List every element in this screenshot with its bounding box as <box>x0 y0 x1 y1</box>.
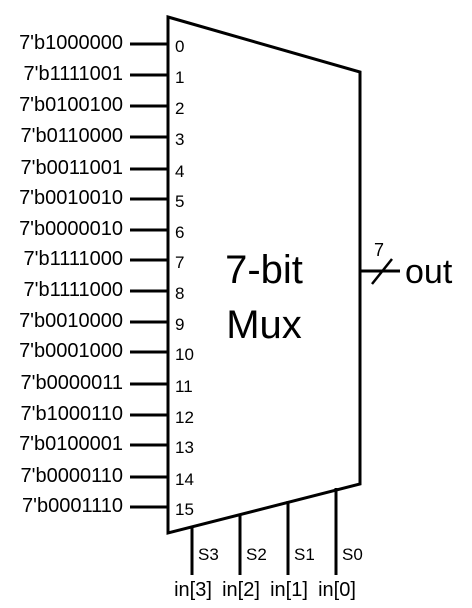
input-value-label: 7'b1111000 <box>24 279 123 301</box>
input-value-label: 7'b0000010 <box>19 218 123 240</box>
bus-width-slash <box>371 258 393 285</box>
input-pin-number: 0 <box>175 37 184 56</box>
select-lines: S3 in[3] S2 in[2] S1 in[1] S0 in[0] <box>174 488 363 601</box>
input-pin-number: 10 <box>175 345 194 364</box>
input-rows: 7'b1000000 0 7'b1111001 1 7'b0100100 2 7'b0110… <box>19 32 194 519</box>
select-pin-label: S1 <box>294 545 315 564</box>
input-pin-number: 13 <box>175 438 194 457</box>
input-row: 7'b0100001 13 <box>19 433 194 457</box>
input-value-label: 7'b0100001 <box>19 433 123 455</box>
select-line: S2 in[2] <box>222 514 267 601</box>
input-row: 7'b1111000 8 <box>24 279 185 303</box>
select-line: S0 in[0] <box>318 488 363 601</box>
select-signal-label: in[0] <box>318 579 356 601</box>
input-pin-number: 11 <box>175 377 193 396</box>
input-row: 7'b0010000 9 <box>19 310 184 334</box>
mux-title-line1: 7-bit <box>225 248 303 292</box>
input-pin-number: 8 <box>175 284 184 303</box>
input-row: 7'b1111000 7 <box>24 248 185 272</box>
input-value-label: 7'b1000000 <box>19 32 123 54</box>
input-value-label: 7'b0100100 <box>19 94 123 116</box>
select-pin-label: S3 <box>198 545 219 564</box>
bus-width-label: 7 <box>374 240 384 260</box>
input-row: 7'b1111001 1 <box>24 63 185 87</box>
input-value-label: 7'b0000011 <box>21 372 123 394</box>
input-row: 7'b0011001 4 <box>21 157 185 181</box>
input-row: 7'b0010010 5 <box>19 187 184 211</box>
input-value-label: 7'b0010010 <box>19 187 123 209</box>
input-pin-number: 2 <box>175 99 184 118</box>
input-row: 7'b0110000 3 <box>21 125 185 149</box>
input-pin-number: 1 <box>175 68 184 87</box>
input-pin-number: 7 <box>175 253 184 272</box>
select-pin-label: S2 <box>246 545 267 564</box>
input-row: 7'b0000010 6 <box>19 218 184 242</box>
output-label: out <box>405 253 453 291</box>
input-row: 7'b0000110 14 <box>21 465 194 489</box>
input-pin-number: 12 <box>175 408 194 427</box>
input-value-label: 7'b0011001 <box>21 157 123 179</box>
select-signal-label: in[3] <box>174 579 212 601</box>
select-line: S1 in[1] <box>270 501 315 601</box>
input-pin-number: 9 <box>175 315 184 334</box>
input-value-label: 7'b0110000 <box>21 125 123 147</box>
input-row: 7'b0000011 11 <box>21 372 193 396</box>
input-pin-number: 5 <box>175 192 184 211</box>
mux-body <box>166 15 362 535</box>
input-row: 7'b1000000 0 <box>19 32 184 56</box>
select-pin-label: S0 <box>342 545 363 564</box>
select-line: S3 in[3] <box>174 527 219 601</box>
input-value-label: 7'b0000110 <box>21 465 123 487</box>
input-row: 7'b1000110 12 <box>21 403 194 427</box>
input-value-label: 7'b1000110 <box>21 403 123 425</box>
select-signal-label: in[2] <box>222 579 260 601</box>
input-value-label: 7'b1111000 <box>24 248 123 270</box>
input-pin-number: 14 <box>175 470 194 489</box>
input-row: 7'b0100100 2 <box>19 94 184 118</box>
input-pin-number: 3 <box>175 130 184 149</box>
input-value-label: 7'b1111001 <box>24 63 123 85</box>
input-value-label: 7'b0001000 <box>19 340 123 362</box>
select-signal-label: in[1] <box>270 579 308 601</box>
input-value-label: 7'b0001110 <box>22 495 123 517</box>
input-pin-number: 4 <box>175 162 184 181</box>
input-pin-number: 6 <box>175 223 184 242</box>
mux-title-line2: Mux <box>226 303 302 347</box>
input-row: 7'b0001110 15 <box>22 495 194 519</box>
input-row: 7'b0001000 10 <box>19 340 194 364</box>
input-value-label: 7'b0010000 <box>19 310 123 332</box>
input-pin-number: 15 <box>175 500 194 519</box>
